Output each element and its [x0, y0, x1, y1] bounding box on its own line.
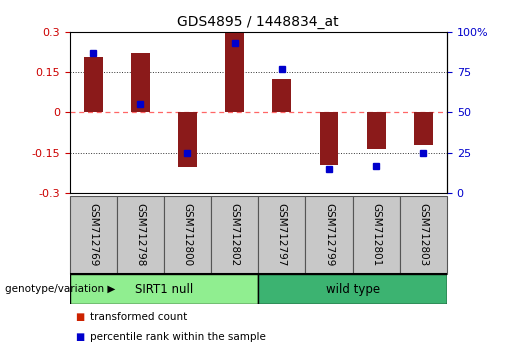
Bar	[70, 196, 117, 274]
Text: SIRT1 null: SIRT1 null	[135, 283, 193, 296]
Bar	[259, 196, 305, 274]
Bar	[83, 57, 102, 113]
Text: transformed count: transformed count	[90, 312, 187, 322]
Bar	[164, 196, 211, 274]
Bar	[272, 79, 291, 113]
Bar	[400, 196, 447, 274]
Text: genotype/variation ▶: genotype/variation ▶	[5, 284, 115, 295]
Title: GDS4895 / 1448834_at: GDS4895 / 1448834_at	[178, 16, 339, 29]
Text: ■: ■	[75, 312, 84, 322]
Bar	[259, 274, 447, 304]
Bar	[305, 196, 353, 274]
Bar	[353, 196, 400, 274]
Text: GSM712800: GSM712800	[182, 203, 193, 266]
Text: GSM712799: GSM712799	[324, 203, 334, 266]
Text: wild type: wild type	[325, 283, 380, 296]
Text: GSM712801: GSM712801	[371, 203, 381, 266]
Text: GSM712798: GSM712798	[135, 203, 145, 266]
Text: GSM712803: GSM712803	[418, 203, 428, 266]
Text: GSM712802: GSM712802	[230, 203, 239, 266]
Bar	[70, 274, 259, 304]
Text: GSM712797: GSM712797	[277, 203, 287, 266]
Bar	[320, 113, 338, 165]
Text: ■: ■	[75, 332, 84, 342]
Text: percentile rank within the sample: percentile rank within the sample	[90, 332, 266, 342]
Bar	[211, 196, 258, 274]
Bar	[117, 196, 164, 274]
Text: GSM712769: GSM712769	[88, 203, 98, 266]
Bar	[414, 113, 433, 144]
Bar	[225, 33, 244, 113]
Bar	[131, 53, 150, 113]
Bar	[367, 113, 386, 149]
Bar	[178, 113, 197, 167]
